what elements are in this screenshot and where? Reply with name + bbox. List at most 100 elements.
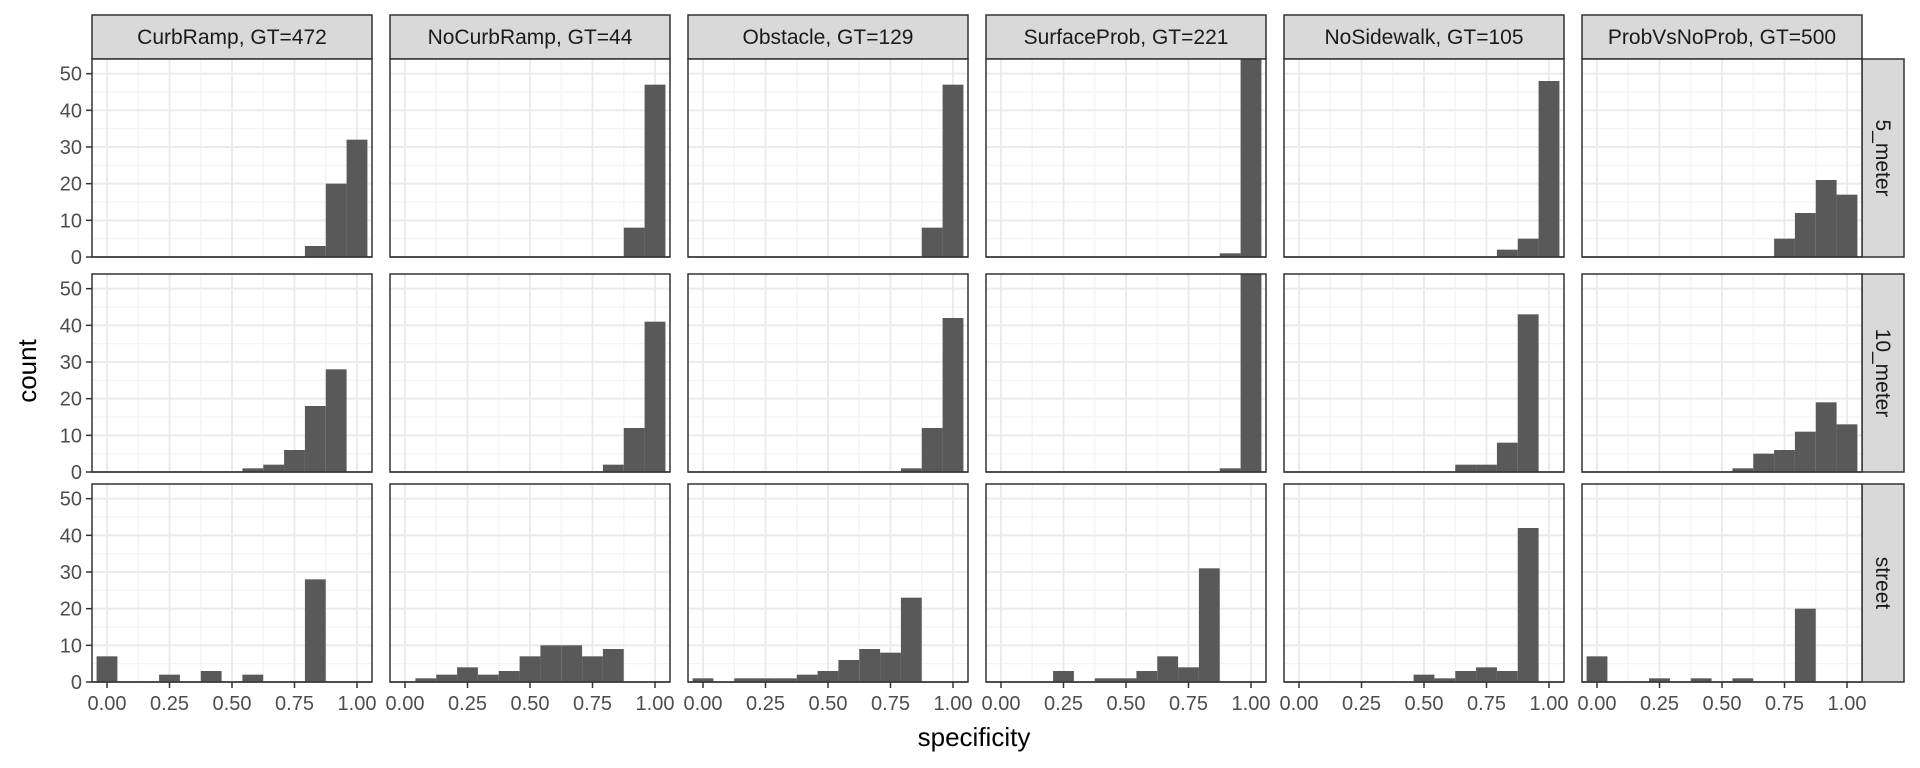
histogram-bar <box>1538 81 1560 257</box>
histogram-bar <box>1732 468 1754 472</box>
histogram-bar <box>1455 671 1477 682</box>
y-tick-label: 30 <box>60 352 82 374</box>
column-strip: NoCurbRamp, GT=44 <box>389 14 671 60</box>
panel-border <box>1283 273 1565 473</box>
x-tick-label: 0.00 <box>88 693 127 715</box>
y-axis-title: count <box>12 338 42 402</box>
column-strip-label: NoCurbRamp, GT=44 <box>428 26 633 49</box>
facet-panel <box>985 58 1267 258</box>
x-tick-label: 0.75 <box>1169 693 1208 715</box>
x-tick-label: 1.00 <box>1530 693 1569 715</box>
y-tick-label: 10 <box>60 210 82 232</box>
column-strip-label: Obstacle, GT=129 <box>742 26 913 49</box>
histogram-bar <box>644 84 666 257</box>
y-tick-label: 10 <box>60 635 82 657</box>
x-tick-label: 0.50 <box>1703 693 1742 715</box>
column-strip-label: ProbVsNoProb, GT=500 <box>1608 26 1836 49</box>
histogram-bar <box>734 678 756 682</box>
histogram-bar <box>1836 194 1858 257</box>
histogram-bar <box>900 468 922 472</box>
histogram-bar <box>1094 678 1116 682</box>
panel-border <box>985 273 1267 473</box>
histogram-bar <box>1476 667 1497 682</box>
facet-panel: 0.00 0.25 0.50 0.75 1.00 <box>386 483 675 715</box>
y-tick-label: 20 <box>60 174 82 196</box>
y-tick-label: 50 <box>60 279 82 301</box>
histogram-bar <box>96 656 118 682</box>
x-tick-label: 0.25 <box>150 693 189 715</box>
histogram-bars <box>602 321 666 472</box>
histogram-bar <box>325 369 347 472</box>
histogram-bar <box>325 183 347 257</box>
x-tick-label: 0.25 <box>448 693 487 715</box>
histogram-bar <box>921 227 943 257</box>
histogram-bar <box>1815 180 1837 257</box>
histogram-bar <box>1836 424 1858 472</box>
facet-panel <box>1283 58 1565 258</box>
histogram-bar <box>263 464 285 472</box>
y-tick-label: 20 <box>60 599 82 621</box>
histogram-bar <box>692 678 714 682</box>
histogram-bars <box>304 139 368 257</box>
x-tick-label: 0.75 <box>1467 693 1506 715</box>
column-strip-label: SurfaceProb, GT=221 <box>1024 26 1229 49</box>
column-strip-label: CurbRamp, GT=472 <box>137 26 327 49</box>
histogram-bar <box>436 674 458 682</box>
histogram-bar <box>1413 674 1435 682</box>
histogram-bar <box>900 597 922 682</box>
histogram-bar <box>1496 249 1518 257</box>
histogram-bar <box>242 468 264 472</box>
x-tick-label: 0.00 <box>386 693 425 715</box>
column-strip-label: NoSidewalk, GT=105 <box>1324 26 1523 49</box>
histogram-bar <box>540 645 562 682</box>
facet-panel: 0.00 0.25 0.50 0.75 1.00 <box>1280 483 1569 715</box>
histogram-bar <box>1455 464 1477 472</box>
histogram-bar <box>623 227 645 257</box>
column-strip-background <box>985 14 1267 60</box>
row-strip-label: 5_meter <box>1871 119 1894 196</box>
facet-panel <box>687 273 969 473</box>
histogram-bar <box>942 318 964 472</box>
histogram-bar <box>457 667 478 682</box>
histogram-bars <box>921 84 964 257</box>
histogram-bar <box>159 674 180 682</box>
histogram-bar <box>1434 678 1456 682</box>
histogram-bars <box>1053 568 1220 682</box>
panel-border <box>91 273 373 473</box>
x-tick-label: 0.50 <box>1107 693 1146 715</box>
histogram-bar <box>942 84 964 257</box>
column-strip: ProbVsNoProb, GT=500 <box>1581 14 1863 60</box>
histogram-bars <box>96 579 326 682</box>
histogram-bar <box>1178 667 1199 682</box>
column-strip: Obstacle, GT=129 <box>687 14 969 60</box>
panel-border <box>1581 273 1863 473</box>
histogram-bar <box>1517 238 1539 257</box>
histogram-bar <box>1732 678 1754 682</box>
panel-border <box>389 58 671 258</box>
histogram-bars <box>1219 59 1262 257</box>
column-strip: CurbRamp, GT=472 <box>91 14 373 60</box>
row-strip-label: 10_meter <box>1871 329 1894 418</box>
x-tick-label: 0.25 <box>1342 693 1381 715</box>
histogram-bars <box>415 645 624 682</box>
histogram-bar <box>1815 402 1837 472</box>
column-strip: NoSidewalk, GT=105 <box>1283 14 1565 60</box>
histogram-bar <box>1157 656 1179 682</box>
histogram-bar <box>346 139 368 257</box>
histogram-bar <box>921 428 943 472</box>
histogram-bar <box>1240 274 1262 472</box>
facet-panel <box>389 58 671 258</box>
panel-border <box>985 58 1267 258</box>
column-strip: SurfaceProb, GT=221 <box>985 14 1267 60</box>
x-tick-label: 0.50 <box>511 693 550 715</box>
x-axis-title: specificity <box>918 722 1031 752</box>
facet-panel <box>389 273 671 473</box>
histogram-bar <box>755 678 776 682</box>
histogram-bars <box>623 84 666 257</box>
facet-panel <box>1283 273 1565 473</box>
histogram-bar <box>1219 468 1241 472</box>
histogram-bar <box>304 246 326 257</box>
x-tick-label: 0.50 <box>809 693 848 715</box>
x-tick-label: 1.00 <box>636 693 675 715</box>
histogram-bar <box>1115 678 1137 682</box>
